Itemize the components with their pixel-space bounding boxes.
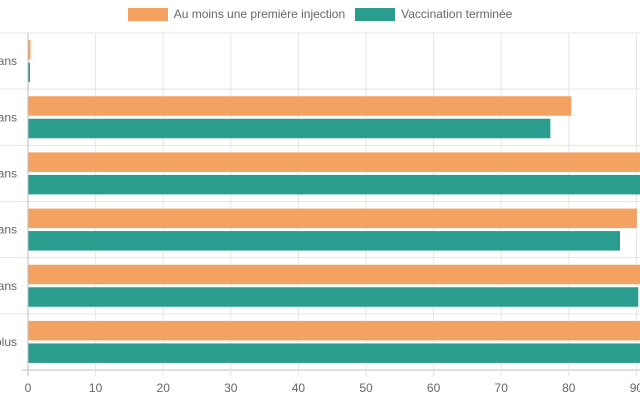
x-tick-label: 40 xyxy=(292,381,306,395)
legend-label-complete: Vaccination terminée xyxy=(401,7,513,21)
legend-swatch-complete xyxy=(355,7,396,21)
x-tick-label: 50 xyxy=(359,381,373,395)
y-category-label: 40-54 ans xyxy=(0,223,17,237)
x-tick-label: 30 xyxy=(224,381,238,395)
y-category-label: 12-17 ans xyxy=(0,54,17,68)
bar-complete-5[interactable] xyxy=(28,343,640,363)
chart-legend: Au moins une première injection Vaccinat… xyxy=(0,7,640,21)
y-category-label: 55-64 ans xyxy=(0,279,17,293)
bar-first-injection-2[interactable] xyxy=(28,152,640,172)
bar-complete-3[interactable] xyxy=(28,231,621,251)
x-tick-label: 90 xyxy=(630,381,640,395)
legend-swatch-first-injection xyxy=(127,7,168,21)
bar-complete-0[interactable] xyxy=(28,62,31,83)
bar-first-injection-4[interactable] xyxy=(28,264,640,285)
bar-first-injection-3[interactable] xyxy=(28,208,637,229)
bar-complete-2[interactable] xyxy=(28,174,640,195)
bar-first-injection-5[interactable] xyxy=(28,320,640,341)
legend-label-first-injection: Au moins une première injection xyxy=(173,7,346,21)
x-tick-label: 0 xyxy=(25,381,32,395)
x-tick-label: 10 xyxy=(89,381,103,395)
bar-first-injection-1[interactable] xyxy=(28,96,572,116)
legend-item-complete[interactable]: Vaccination terminée xyxy=(355,7,512,21)
y-category-label: 18-24 ans xyxy=(0,110,17,124)
bar-complete-1[interactable] xyxy=(28,118,551,139)
x-tick-label: 20 xyxy=(157,381,171,395)
legend-item-first-injection[interactable]: Au moins une première injection xyxy=(127,7,346,21)
bar-first-injection-0[interactable] xyxy=(28,40,31,60)
y-category-label: 25-39 ans xyxy=(0,166,17,180)
x-tick-label: 60 xyxy=(427,381,441,395)
bar-complete-4[interactable] xyxy=(28,287,639,307)
x-tick-label: 80 xyxy=(562,381,576,395)
x-tick-label: 70 xyxy=(495,381,509,395)
y-category-label: 65 ans et plus xyxy=(0,335,17,349)
